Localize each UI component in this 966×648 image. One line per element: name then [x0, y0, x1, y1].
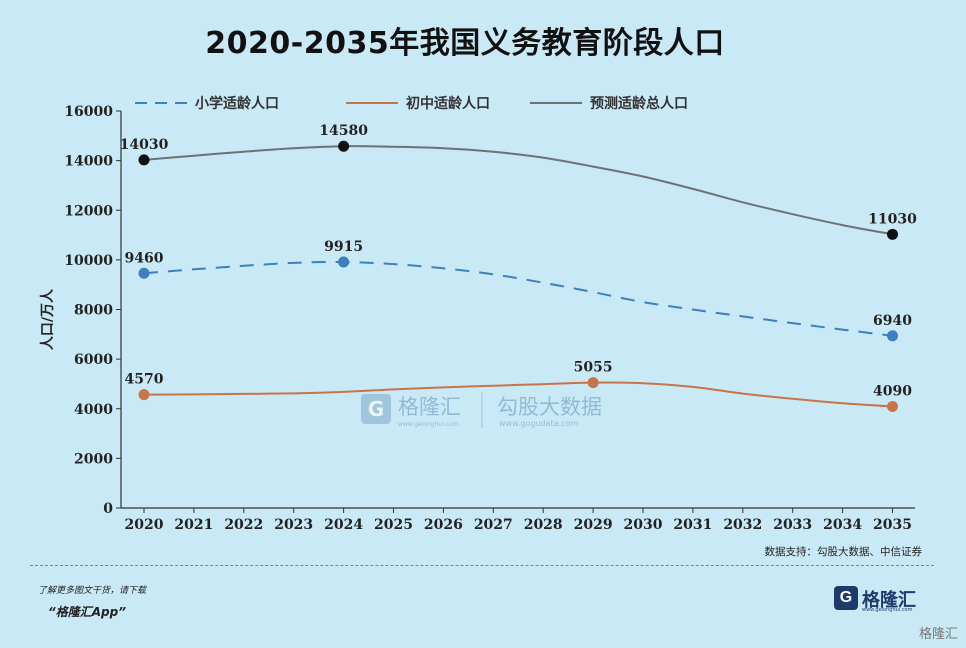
- x-tick-label: 2021: [174, 517, 213, 533]
- corner-watermark: 格隆汇: [918, 627, 958, 642]
- series-line: [143, 145, 893, 236]
- chart-data-labels: 9460 9915 6940 4570 5055 4090 14030 14580 11030: [120, 123, 917, 399]
- x-tick-label: 2027: [474, 517, 513, 533]
- data-label: 9460: [125, 250, 164, 266]
- y-tick-label: 10000: [64, 253, 113, 269]
- logo-name: 格隆汇: [862, 590, 916, 611]
- legend-label: 预测适龄总人口: [590, 95, 688, 112]
- data-point-marker: [138, 154, 150, 166]
- y-tick-label: 12000: [64, 203, 113, 219]
- footer-app-name[interactable]: “格隆汇App”: [48, 605, 126, 619]
- data-point-marker: [587, 377, 599, 389]
- data-label: 5055: [574, 360, 613, 376]
- data-label: 11030: [868, 211, 917, 227]
- gelonghui-logo: G 格隆汇 www.gelonghui.com: [834, 586, 924, 614]
- data-label: 14580: [319, 123, 368, 139]
- x-tick-label: 2023: [274, 517, 313, 533]
- watermark-left-url: www.gelonghui.com: [398, 421, 459, 428]
- chart-legend: 小学适龄人口 初中适龄人口 预测适龄总人口: [135, 95, 688, 112]
- x-tick-label: 2022: [224, 517, 263, 533]
- legend-label: 小学适龄人口: [195, 95, 279, 112]
- legend-label: 初中适龄人口: [406, 95, 490, 112]
- x-tick-label: 2028: [524, 517, 563, 533]
- logo-url: www.gelonghui.com: [862, 607, 913, 613]
- page-title: 2020-2035年我国义务教育阶段人口: [205, 26, 725, 61]
- watermark-left-name: 格隆汇: [398, 395, 461, 419]
- watermark-right-name: 勾股大数据: [497, 395, 602, 419]
- data-point-marker: [887, 330, 898, 342]
- x-tick-label: 2029: [574, 517, 613, 533]
- series-line: [143, 381, 893, 408]
- data-label: 6940: [873, 313, 912, 329]
- x-tick-label: 2020: [125, 517, 164, 533]
- data-point-marker: [138, 389, 150, 401]
- x-tick-label: 2026: [424, 517, 463, 533]
- x-tick-label: 2025: [374, 517, 413, 533]
- data-point-marker: [338, 140, 350, 152]
- watermark-right-url: www.gogudata.com: [499, 419, 578, 428]
- x-tick-label: 2031: [673, 517, 712, 533]
- divider: [30, 565, 934, 566]
- data-point-marker: [887, 228, 898, 240]
- data-label: 9915: [324, 239, 363, 255]
- y-tick-label: 0: [103, 501, 113, 517]
- x-tick-label: 2033: [773, 517, 812, 533]
- x-tick-label: 2035: [873, 517, 912, 533]
- data-point-marker: [887, 401, 898, 413]
- y-tick-label: 14000: [64, 154, 113, 170]
- y-tick-label: 8000: [74, 303, 113, 319]
- x-tick-label: 2030: [624, 517, 663, 533]
- chart-axes: 0 2000 4000 6000 8000 10000 12000 14000 16000 202…: [39, 104, 915, 533]
- data-label: 14030: [120, 137, 169, 153]
- watermark-logo-letter: G: [368, 397, 384, 421]
- x-tick-label: 2034: [823, 517, 862, 533]
- chart-markers: [138, 140, 898, 413]
- y-tick-label: 6000: [74, 352, 113, 368]
- x-tick-label: 2024: [324, 517, 363, 533]
- source-note: 数据支持：勾股大数据、中信证券: [764, 546, 923, 558]
- watermark: G 格隆汇 www.gelonghui.com 勾股大数据www.gogudata.c…: [361, 392, 602, 428]
- series-line: [143, 260, 893, 337]
- chart-series: [143, 145, 893, 408]
- watermark-logo-icon: [361, 394, 391, 424]
- y-tick-label: 2000: [74, 451, 113, 467]
- y-tick-label: 16000: [64, 104, 113, 120]
- footer-promo-text: 了解更多图文干货，请下载: [38, 586, 147, 596]
- x-tick-label: 2032: [723, 517, 762, 533]
- logo-g-icon: G: [834, 586, 858, 610]
- data-label: 4570: [125, 372, 164, 388]
- y-tick-label: 4000: [74, 402, 113, 418]
- data-point-marker: [338, 256, 350, 268]
- y-axis-title: 人口/万人: [39, 288, 56, 350]
- data-label: 4090: [873, 384, 912, 400]
- data-point-marker: [138, 267, 150, 279]
